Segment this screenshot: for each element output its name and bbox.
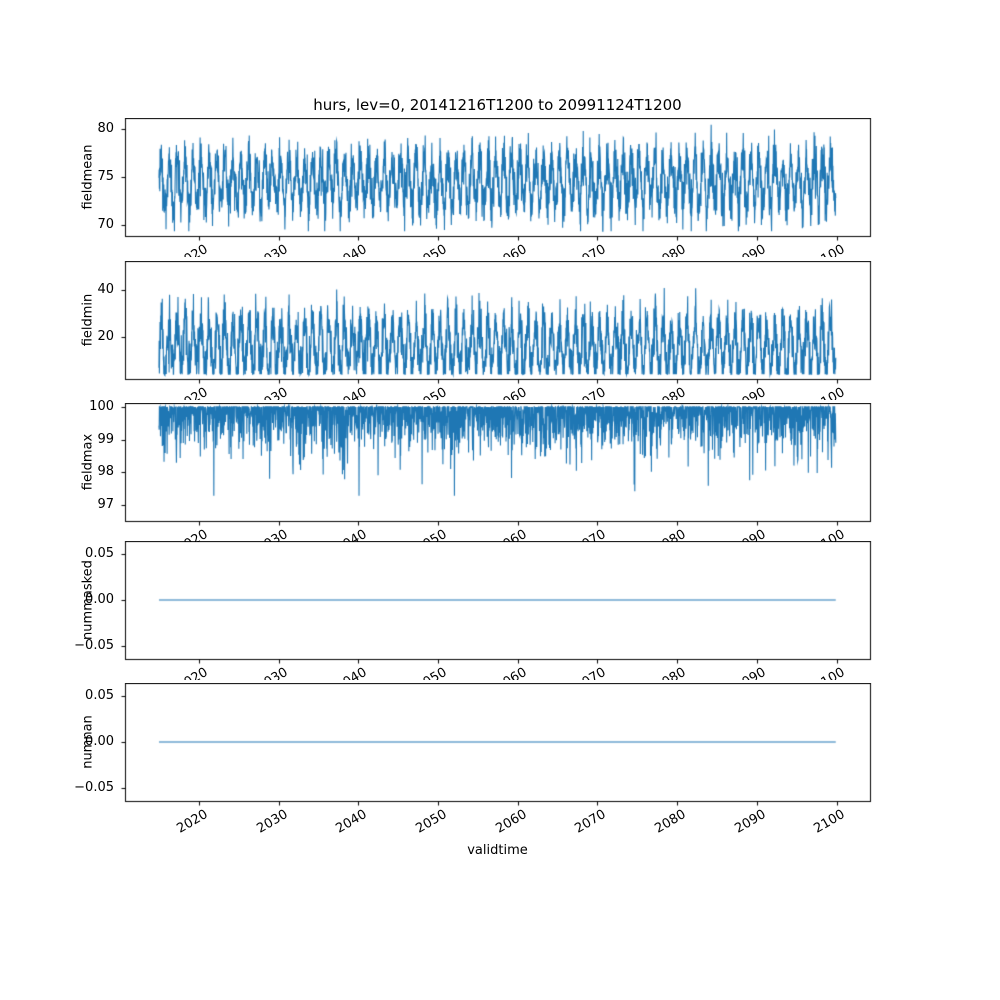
x-tick-label: 2100 bbox=[811, 665, 849, 680]
x-tick-label: 2050 bbox=[413, 807, 450, 837]
y-tick-label: 20 bbox=[97, 329, 114, 345]
x-tick-label: 2040 bbox=[333, 242, 370, 257]
x-tick-label: 2100 bbox=[811, 527, 849, 542]
y-tick-label: 40 bbox=[97, 281, 114, 297]
figure-title: hurs, lev=0, 20141216T1200 to 20991124T1… bbox=[313, 96, 682, 114]
plot-canvas-fieldmax bbox=[0, 403, 1000, 528]
x-tick-label: 2030 bbox=[254, 665, 291, 680]
y-tick-label: −0.05 bbox=[74, 638, 114, 654]
subplot-fieldmax: fieldmax 2020 2030 2040 2050 2060 2070 2080 209… bbox=[0, 399, 1000, 542]
y-tick-label: 100 bbox=[89, 398, 114, 414]
x-tick-label: 2090 bbox=[732, 385, 769, 400]
x-tick-label: 2080 bbox=[652, 527, 689, 542]
x-tick-label: 2050 bbox=[413, 242, 450, 257]
x-tick-label: 2040 bbox=[333, 527, 370, 542]
x-tick-label: 2100 bbox=[811, 807, 849, 837]
x-tick-label: 2100 bbox=[811, 242, 849, 257]
y-tick-label: 70 bbox=[97, 217, 114, 233]
x-tick-label: 2080 bbox=[652, 385, 689, 400]
x-tick-label: 2030 bbox=[254, 807, 291, 837]
x-tick-label: 2100 bbox=[811, 385, 849, 400]
x-tick-label: 2060 bbox=[493, 385, 530, 400]
x-tick-label: 2030 bbox=[254, 385, 291, 400]
x-tick-label: 2020 bbox=[174, 807, 211, 837]
x-tick-label: 2020 bbox=[174, 242, 211, 257]
xtick-strip-fieldmean: 2020 2030 2040 2050 2060 2070 2080 2090 2100 bbox=[0, 238, 1000, 257]
x-tick-label: 2030 bbox=[254, 242, 291, 257]
xtick-strip-nummasked: 2020 2030 2040 2050 2060 2070 2080 2090 2100 bbox=[0, 661, 1000, 680]
x-tick-label: 2040 bbox=[333, 385, 370, 400]
x-tick-label: 2040 bbox=[333, 665, 370, 680]
xtick-strip-fieldmin: 2020 2030 2040 2050 2060 2070 2080 2090 2100 bbox=[0, 381, 1000, 400]
x-tick-label: 2050 bbox=[413, 527, 450, 542]
x-tick-label: 2090 bbox=[732, 242, 769, 257]
y-tick-label: 0.00 bbox=[85, 592, 114, 607]
x-tick-label: 2040 bbox=[333, 807, 370, 837]
y-tick-label: 97 bbox=[97, 496, 114, 512]
x-tick-label: 2070 bbox=[572, 385, 609, 400]
x-tick-label: 2080 bbox=[652, 807, 689, 837]
y-tick-label: 99 bbox=[97, 431, 114, 447]
y-tick-label: 0.00 bbox=[85, 734, 114, 749]
y-tick-label: 0.05 bbox=[85, 545, 114, 561]
x-tick-label: 2090 bbox=[732, 527, 769, 542]
x-tick-label: 2020 bbox=[174, 527, 211, 542]
x-tick-label: 2070 bbox=[572, 807, 609, 837]
y-tick-label: 98 bbox=[97, 464, 114, 480]
plot-canvas-numnan bbox=[0, 683, 1000, 808]
x-tick-label: 2090 bbox=[732, 665, 769, 680]
x-tick-label: 2050 bbox=[413, 665, 450, 680]
y-tick-label: 75 bbox=[97, 169, 114, 184]
x-tick-label: 2050 bbox=[413, 385, 450, 400]
x-tick-label: 2030 bbox=[254, 527, 291, 542]
x-tick-label: 2060 bbox=[493, 242, 530, 257]
x-tick-label: 2070 bbox=[572, 527, 609, 542]
y-tick-label: −0.05 bbox=[74, 780, 114, 796]
xtick-strip-fieldmax: 2020 2030 2040 2050 2060 2070 2080 2090 2100 bbox=[0, 523, 1000, 542]
subplot-fieldmean: fieldmean 2020 2030 2040 2050 2060 2070 2080 20… bbox=[0, 118, 1000, 257]
y-tick-label: 0.05 bbox=[85, 687, 114, 703]
x-tick-label: 2070 bbox=[572, 665, 609, 680]
x-tick-label: 2080 bbox=[652, 665, 689, 680]
plot-canvas-fieldmin bbox=[0, 261, 1000, 386]
x-axis-label: validtime bbox=[467, 843, 528, 858]
plot-canvas-nummasked bbox=[0, 541, 1000, 666]
x-tick-label: 2080 bbox=[652, 242, 689, 257]
x-tick-label: 2090 bbox=[732, 807, 769, 837]
plot-canvas-fieldmean bbox=[0, 118, 1000, 243]
x-tick-label: 2060 bbox=[493, 807, 530, 837]
x-tick-label: 2060 bbox=[493, 665, 530, 680]
y-tick-label: 80 bbox=[97, 120, 114, 136]
x-tick-label: 2070 bbox=[572, 242, 609, 257]
x-tick-label: 2020 bbox=[174, 665, 211, 680]
subplot-fieldmin: fieldmin 2020 2030 2040 2050 2060 2070 2080 209… bbox=[0, 261, 1000, 400]
subplot-nummasked: nummasked 2020 2030 2040 2050 2060 2070 2080 20… bbox=[0, 541, 1000, 680]
subplot-numnan: numnan 2020 2030 2040 2050 2060 2070 2080 2090 2… bbox=[0, 683, 1000, 837]
x-tick-label: 2020 bbox=[174, 385, 211, 400]
x-tick-label: 2060 bbox=[493, 527, 530, 542]
